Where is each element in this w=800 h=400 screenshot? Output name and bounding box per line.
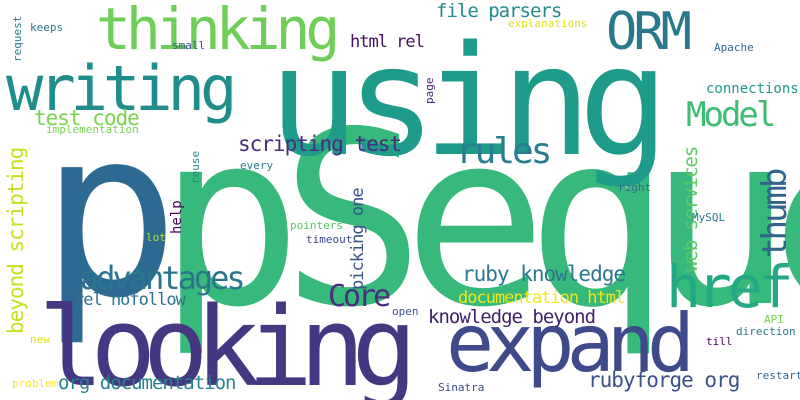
word-api: API [764,313,784,326]
word-small: small [172,39,206,52]
word-model: Model [686,95,776,135]
word-using: using [268,13,670,190]
word-rel-nofollow: rel nofollow [74,290,186,310]
word-open: open [392,305,419,318]
word-explanations: explanations [508,17,588,30]
word-href: href [666,253,794,321]
word-web-services: web services [680,146,702,272]
word-pointers: pointers [290,219,343,232]
word-page: page [423,77,436,105]
word-till: till [706,335,733,348]
word-every: every [240,159,274,172]
word-ruby-knowledge: ruby knowledge [462,262,626,286]
word-thinking: thinking [96,0,340,63]
word-help: help [169,200,185,234]
word-p: p [40,79,180,349]
word-file-parsers: file parsers [436,0,562,22]
word-picking-one: picking one [348,188,368,290]
word-advantages: advantages [80,259,246,297]
word-lot: lot [146,231,166,244]
word-psequel: pSequel [158,80,800,360]
word-looking: looking [38,283,418,400]
word-restart: restart [756,369,800,382]
word-scripting-test: scripting test [238,132,402,156]
word-implementation: implementation [46,123,139,136]
word-writing: writing [6,52,237,125]
word-html-rel: html rel [350,32,425,52]
word-sinatra: Sinatra [438,381,485,394]
word-core: Core [328,279,391,314]
word-reuse: reuse [189,150,202,184]
word-expand: expand [446,297,695,390]
word-problem: problem [12,377,59,390]
word-beyond-scripting: beyond scripting [4,147,28,334]
word-knowledge-beyond: knowledge beyond [428,306,596,328]
word-rules: rules [456,131,552,172]
word-mysql: MySQL [692,211,726,224]
word-connections: connections [706,81,799,97]
word-thumb: thumb [755,170,795,258]
word-request: request [11,15,24,62]
word-apache: Apache [714,41,754,54]
word-direction: direction [736,325,796,338]
word-orm: ORM [606,2,692,62]
word-org-documentation: org documentation [58,372,236,394]
word-timeout: timeout [306,233,353,246]
word-keeps: keeps [30,21,64,34]
word-right: right [618,181,652,194]
word-test-code: test code [34,106,140,130]
word-documentation-html: documentation html [458,288,625,308]
word-new: new [30,333,50,346]
word-rubyforge-org: rubyforge org [588,368,740,392]
